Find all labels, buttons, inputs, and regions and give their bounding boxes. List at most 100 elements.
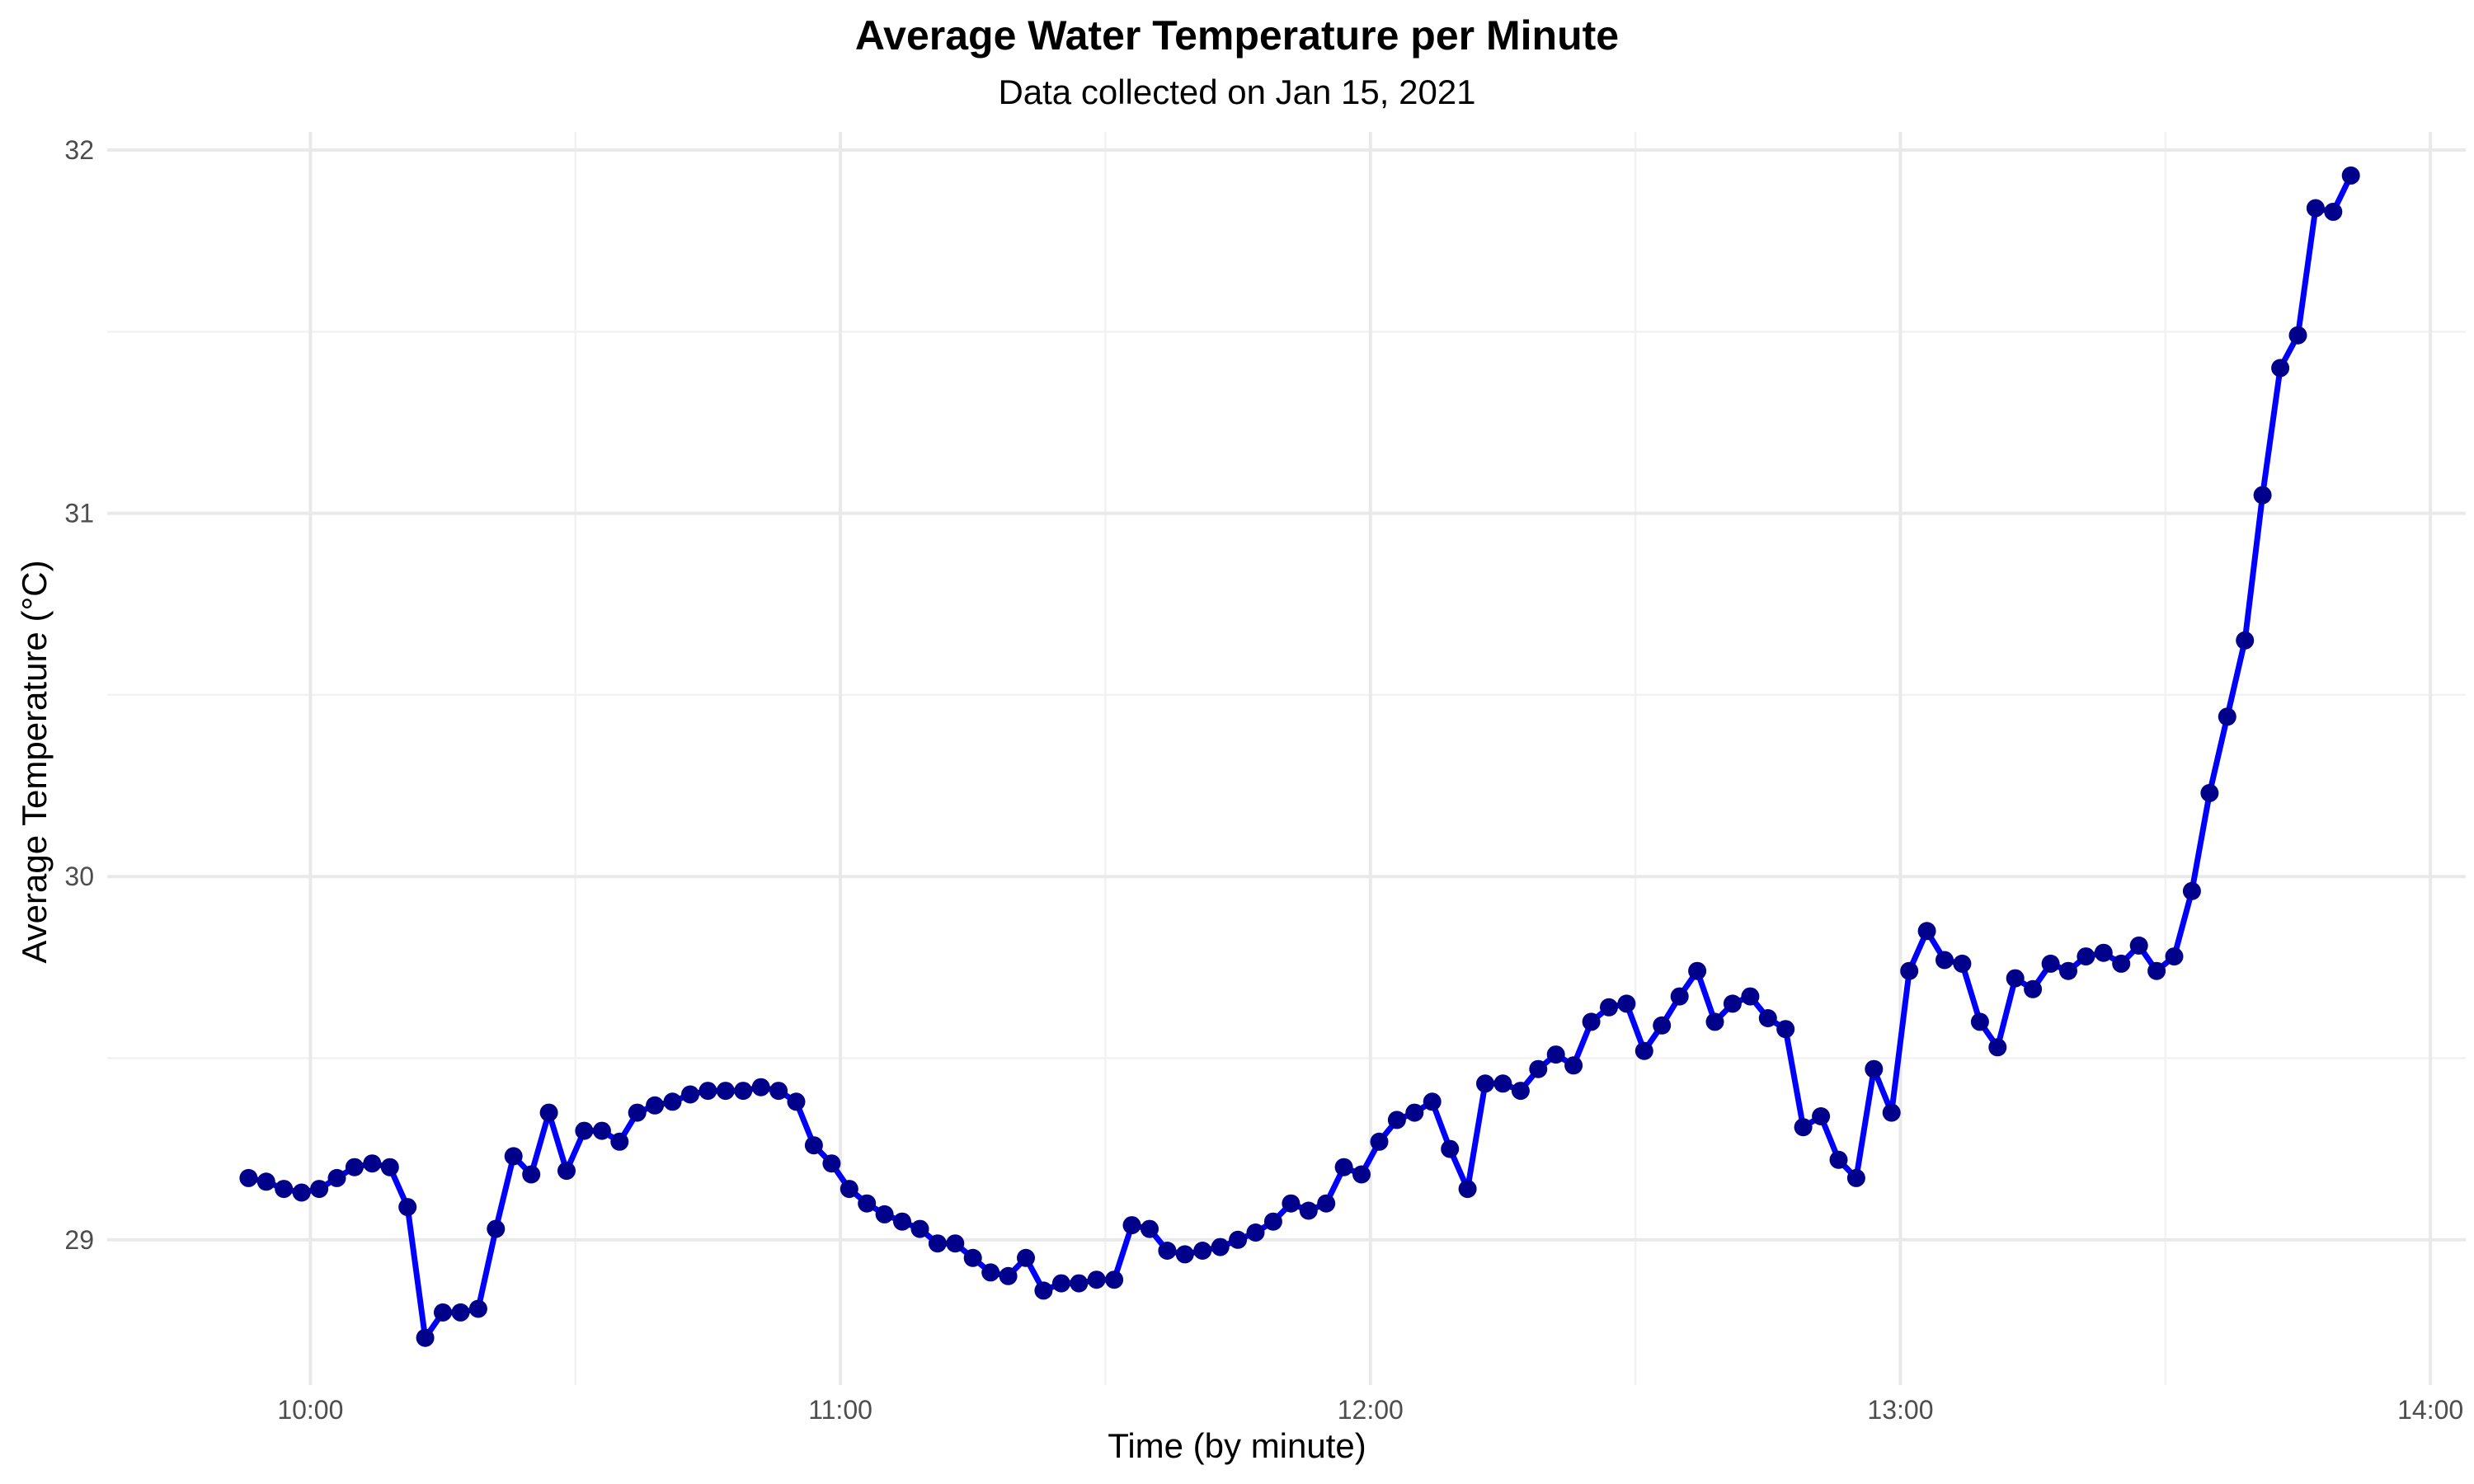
data-point [1776,1020,1795,1039]
data-point [1723,994,1742,1013]
y-tick-label: 31 [64,499,94,528]
data-point [1352,1165,1371,1184]
data-point [345,1158,364,1176]
data-point [1829,1150,1848,1169]
x-tick-label: 13:00 [1867,1395,1933,1425]
data-point [2112,954,2131,973]
data-point [1935,951,1954,970]
data-point [1317,1194,1336,1213]
data-point [1511,1082,1530,1101]
data-point [963,1248,982,1267]
data-point [716,1082,735,1101]
data-point [2253,486,2272,505]
data-point [380,1158,399,1176]
data-point [416,1328,435,1347]
data-point [1653,1016,1672,1035]
data-point [1246,1223,1265,1242]
data-point [1441,1139,1460,1158]
data-point [646,1096,665,1115]
data-point [1741,987,1760,1006]
y-tick-label: 32 [64,135,94,165]
data-point [1282,1194,1300,1213]
data-point [1211,1237,1230,1256]
data-point [2341,166,2360,185]
data-point [1846,1168,1865,1187]
data-point [1900,961,1919,980]
y-tick-label: 29 [64,1225,94,1255]
data-point [239,1168,258,1187]
y-axis-ticks: 29 30 31 32 [64,135,94,1255]
data-point [1263,1212,1282,1231]
grid-lines [107,132,2466,1385]
data-point [292,1183,311,1202]
x-tick-label: 10:00 [277,1395,343,1425]
data-point [310,1180,329,1199]
data-point [2200,783,2219,802]
data-point [1564,1056,1583,1075]
data-point [2006,969,2025,988]
x-axis-label: Time (by minute) [1108,1426,1366,1465]
data-point [2059,961,2077,980]
data-point [875,1205,894,1223]
data-point [504,1147,523,1166]
data-point [2147,961,2166,980]
data-point [1705,1012,1724,1031]
data-point [769,1082,788,1101]
data-point [1458,1180,1477,1199]
data-point [1917,922,1936,941]
data-point [1158,1242,1177,1260]
data-point [434,1303,452,1322]
x-axis-ticks: 10:00 11:00 12:00 13:00 14:00 [277,1395,2463,1425]
data-point [663,1092,682,1111]
data-point [1405,1103,1424,1122]
series-temperature [239,166,2360,1347]
data-point [1299,1201,1318,1220]
chart-title: Average Water Temperature per Minute [854,12,1620,59]
data-point [1688,961,1707,980]
data-point [451,1303,470,1322]
chart-subtitle: Data collected on Jan 15, 2021 [998,73,1476,111]
data-point [1634,1041,1653,1060]
data-point [1970,1012,1989,1031]
data-point [2306,199,2325,218]
data-point [2165,947,2184,966]
data-point [1476,1074,1494,1093]
data-point [1229,1230,1248,1249]
data-point [628,1103,647,1122]
data-point [1758,1009,1777,1027]
data-point [1370,1132,1389,1151]
data-point [398,1198,417,1217]
data-point [1334,1158,1353,1176]
data-point [1812,1107,1831,1125]
x-tick-label: 14:00 [2397,1395,2463,1425]
data-point [1865,1059,1884,1078]
data-point [487,1219,506,1238]
data-point [2041,954,2060,973]
data-point [1423,1092,1442,1111]
data-point [910,1219,929,1238]
data-point [1193,1242,1212,1260]
data-point [681,1085,699,1104]
data-point [840,1180,858,1199]
data-point [1105,1270,1124,1289]
data-point [999,1266,1018,1285]
data-point [1529,1059,1548,1078]
data-point [822,1154,841,1173]
data-point [893,1212,911,1231]
data-point [1988,1038,2007,1057]
data-point [2024,979,2043,998]
data-point [539,1103,558,1122]
data-point [1953,954,1972,973]
data-point [1051,1274,1070,1293]
data-point [1794,1118,1813,1137]
data-point [468,1299,487,1318]
data-point [946,1234,965,1253]
data-point [1617,994,1636,1013]
data-point [2288,326,2307,345]
data-point [1546,1045,1565,1064]
data-point [256,1172,275,1191]
data-point [928,1234,947,1253]
data-point [327,1168,346,1187]
data-point [698,1082,717,1101]
